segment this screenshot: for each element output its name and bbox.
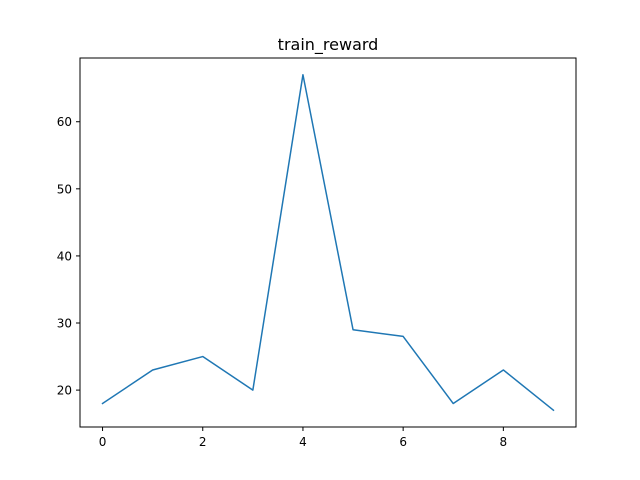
- x-tick-label-8: 8: [500, 435, 508, 449]
- x-tick-label-4: 4: [299, 435, 307, 449]
- y-tick-label-30: 30: [57, 317, 72, 331]
- x-tick-label-2: 2: [199, 435, 207, 449]
- chart-title: train_reward: [278, 35, 379, 55]
- y-tick-label-20: 20: [57, 384, 72, 398]
- y-tick-label-50: 50: [57, 182, 72, 196]
- plot-area: 0 2 4 6 8 20 30 40 50 60: [57, 57, 577, 449]
- y-tick-label-60: 60: [57, 115, 72, 129]
- y-tick-label-40: 40: [57, 249, 72, 263]
- x-tick-label-6: 6: [399, 435, 407, 449]
- axes-frame: [79, 57, 577, 428]
- series-line-0: [101, 74, 555, 412]
- x-tick-label-0: 0: [99, 435, 107, 449]
